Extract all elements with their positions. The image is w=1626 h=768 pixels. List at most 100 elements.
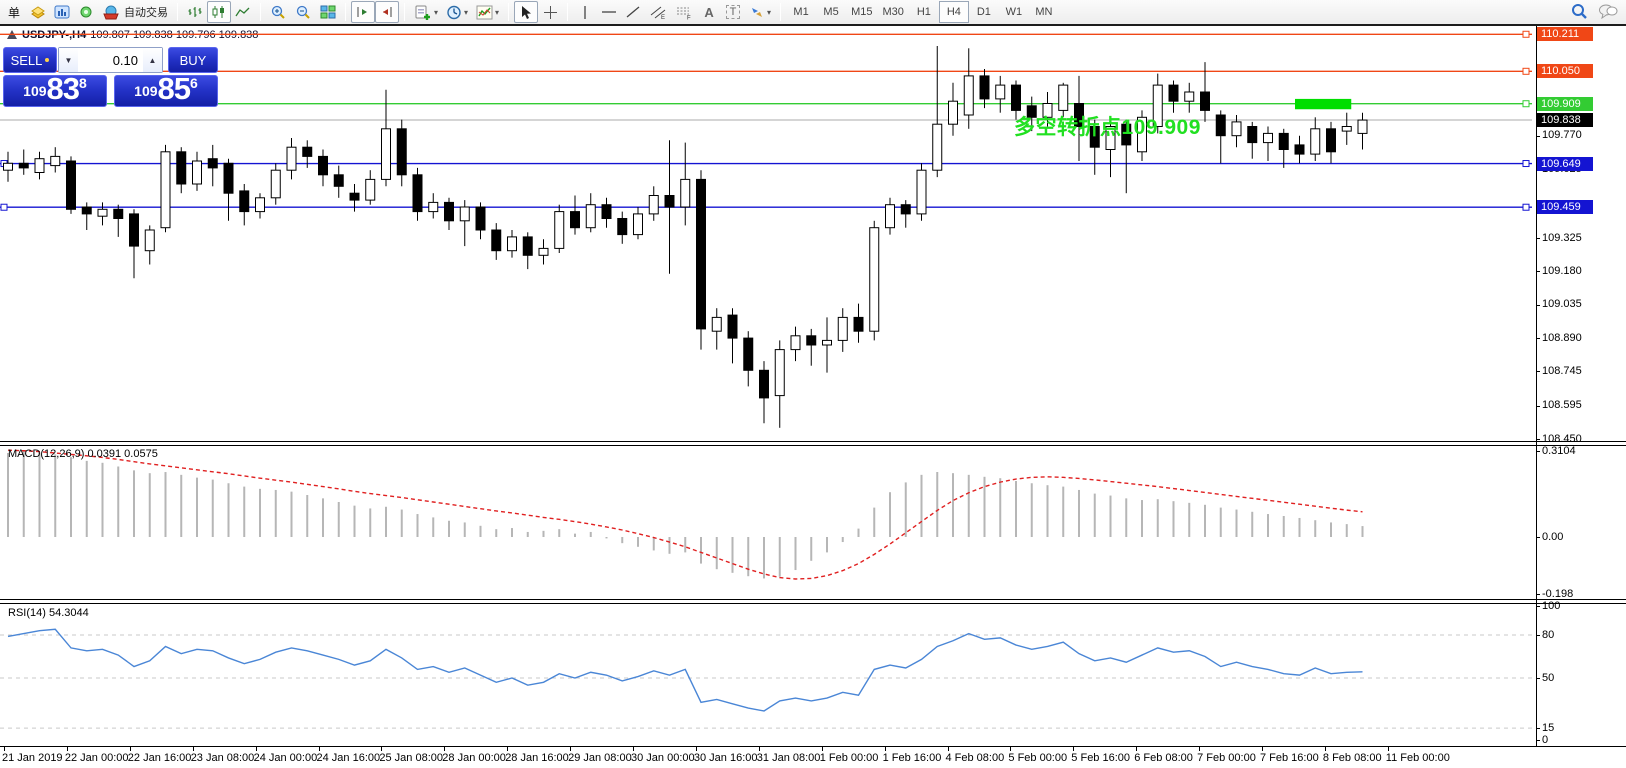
- signal-icon[interactable]: [74, 1, 98, 23]
- sell-price-prefix: 109: [23, 83, 47, 99]
- fibo-letter: F: [687, 15, 691, 20]
- price-axis-border: [1536, 26, 1537, 747]
- price-axis-label: 109.325: [1542, 231, 1582, 244]
- timeframe-w1[interactable]: W1: [1005, 6, 1023, 18]
- candlestick-chart-icon[interactable]: [207, 1, 231, 23]
- candle: [507, 236, 517, 252]
- sell-button[interactable]: SELL: [3, 47, 57, 73]
- time-axis-label: 22 Jan 16:00: [127, 752, 192, 764]
- new-chart-icon[interactable]: ▾: [410, 1, 442, 23]
- candle: [601, 204, 612, 219]
- candle: [176, 151, 187, 185]
- candle: [428, 201, 439, 213]
- bar-chart-icon[interactable]: [183, 1, 207, 23]
- candle: [475, 206, 486, 231]
- chart-autoscroll-icon[interactable]: [375, 1, 399, 23]
- candle: [554, 211, 565, 249]
- buy-button[interactable]: BUY: [168, 47, 218, 73]
- timeframe-h1[interactable]: H1: [916, 6, 931, 18]
- timeframe-d1[interactable]: D1: [976, 6, 991, 18]
- buy-price-sup: 6: [190, 75, 198, 91]
- price-axis-label: 109.625: [1542, 162, 1582, 175]
- zoom-in-icon[interactable]: [266, 1, 291, 23]
- candle: [995, 84, 1006, 100]
- time-axis-label: 28 Jan 16:00: [505, 752, 569, 764]
- candle: [1326, 128, 1336, 153]
- channel-letter: E: [661, 15, 665, 20]
- candle: [774, 349, 785, 397]
- period-clock-icon[interactable]: ▾: [442, 1, 472, 23]
- candle: [1200, 91, 1210, 111]
- indicators-icon[interactable]: ▾: [472, 1, 503, 23]
- green-highlight-box: [1295, 98, 1352, 110]
- chart-icon: [7, 30, 17, 39]
- candle: [18, 162, 29, 169]
- toolbar-separator: [404, 3, 405, 21]
- candle: [223, 162, 234, 194]
- timeframe-m5[interactable]: M5: [823, 6, 839, 18]
- candle: [570, 211, 580, 229]
- price-axis-label: 109.770: [1542, 129, 1582, 142]
- timeframe-m30[interactable]: M30: [882, 6, 904, 18]
- arrows-tool-icon[interactable]: ▾: [745, 1, 775, 23]
- candle: [1247, 126, 1258, 144]
- timeframe-mn[interactable]: MN: [1035, 6, 1053, 18]
- volume-decrease-button[interactable]: ▼: [59, 48, 78, 72]
- volume-spinner: ▼ ▲: [58, 47, 163, 73]
- rsi-panel[interactable]: [0, 604, 1626, 746]
- rsi-axis-label: 0: [1542, 733, 1549, 746]
- candle: [129, 213, 139, 247]
- candle: [318, 155, 328, 176]
- horizontal-line-tool-icon[interactable]: [597, 1, 621, 23]
- panel-separator[interactable]: [0, 441, 1626, 446]
- timeframe-m1[interactable]: M1: [793, 6, 809, 18]
- chat-icon[interactable]: [1598, 3, 1618, 22]
- crosshair-icon[interactable]: [538, 1, 562, 23]
- cursor-icon[interactable]: [514, 1, 539, 23]
- candle: [837, 316, 848, 341]
- timeframe-h4[interactable]: H4: [938, 1, 969, 23]
- panel-separator[interactable]: [0, 599, 1626, 604]
- channel-tool-icon[interactable]: E: [645, 1, 671, 23]
- vertical-line-tool-icon[interactable]: [573, 1, 597, 23]
- candle: [1357, 119, 1368, 134]
- candle: [34, 158, 45, 173]
- candle: [885, 204, 895, 229]
- new-order-button[interactable]: 单: [7, 5, 20, 20]
- price-axis-label: 109.180: [1542, 264, 1582, 277]
- text-tool-icon[interactable]: A: [704, 4, 714, 20]
- volume-increase-button[interactable]: ▲: [143, 48, 162, 72]
- gold-box-icon[interactable]: [26, 1, 50, 23]
- label-tool-icon[interactable]: T: [721, 1, 745, 23]
- candle: [853, 316, 864, 332]
- time-axis-label: 28 Jan 00:00: [442, 752, 506, 764]
- autotrade-cart-icon[interactable]: 自动交易: [98, 1, 172, 23]
- macd-axis-label: 0.3104: [1542, 444, 1576, 457]
- line-chart-icon[interactable]: [231, 1, 255, 23]
- main-chart-panel[interactable]: [0, 26, 1626, 441]
- candle: [286, 146, 297, 171]
- trendline-tool-icon[interactable]: [621, 1, 645, 23]
- sell-price[interactable]: 109 83 8: [3, 71, 107, 107]
- chart-window-icon[interactable]: [50, 1, 74, 23]
- timeframe-m15[interactable]: M15: [851, 6, 873, 18]
- buy-price[interactable]: 109 85 6: [114, 73, 218, 107]
- one-click-trade-panel: SELL ▼ ▲ BUY 109 83 8 109 85 6: [3, 47, 218, 107]
- tile-windows-icon[interactable]: [316, 1, 340, 23]
- price-axis-badge: 110.050: [1537, 64, 1593, 79]
- candle: [1278, 132, 1289, 151]
- chart-shift-icon[interactable]: [351, 1, 375, 23]
- candle: [743, 337, 754, 371]
- fibonacci-tool-icon[interactable]: F: [671, 1, 697, 23]
- candle: [932, 123, 943, 171]
- zoom-out-icon[interactable]: [291, 1, 316, 23]
- time-axis-label: 11 Feb 00:00: [1385, 752, 1450, 764]
- candle: [948, 100, 958, 125]
- one-click-dot-icon: [45, 58, 50, 62]
- sell-price-big: 83: [46, 71, 80, 106]
- search-icon[interactable]: [1570, 3, 1588, 22]
- macd-panel[interactable]: [0, 446, 1626, 599]
- volume-input[interactable]: [78, 48, 143, 72]
- candle: [81, 206, 92, 215]
- toolbar-separator: [177, 3, 178, 21]
